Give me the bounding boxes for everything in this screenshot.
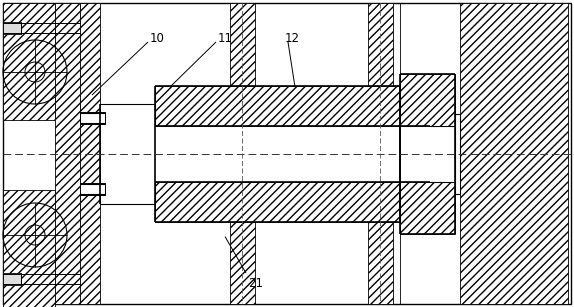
- Bar: [3, 3, 55, 120]
- Bar: [3, 22, 21, 34]
- Text: 11: 11: [218, 32, 233, 45]
- Bar: [400, 73, 455, 126]
- Bar: [460, 3, 568, 304]
- Text: 10: 10: [150, 32, 165, 45]
- Bar: [155, 86, 400, 126]
- Bar: [455, 114, 460, 193]
- Bar: [80, 112, 105, 124]
- Bar: [368, 221, 393, 304]
- Bar: [3, 273, 21, 285]
- Bar: [3, 190, 55, 307]
- Bar: [55, 3, 80, 304]
- Bar: [80, 183, 105, 195]
- Bar: [400, 181, 455, 234]
- Bar: [80, 3, 100, 304]
- Bar: [230, 221, 255, 304]
- Bar: [155, 181, 400, 221]
- Bar: [230, 3, 255, 86]
- Text: 21: 21: [248, 277, 263, 290]
- Bar: [368, 3, 393, 86]
- Text: 12: 12: [285, 32, 300, 45]
